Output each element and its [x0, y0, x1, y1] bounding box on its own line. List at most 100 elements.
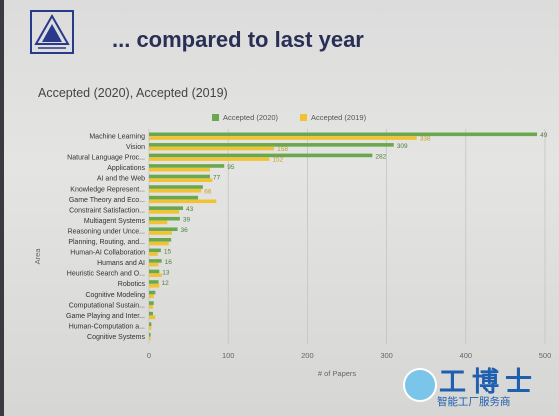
- data-label-2020: 95: [227, 164, 235, 171]
- bar-2019: [149, 315, 156, 320]
- bar-2020: [149, 206, 184, 210]
- bar-2019: [149, 167, 210, 172]
- data-label-2019: 66: [204, 188, 212, 195]
- category-label: Applications: [107, 165, 145, 172]
- legend-label-2019: Accepted (2019): [311, 113, 367, 122]
- bar-2019: [149, 283, 160, 288]
- bar-2019: [149, 220, 168, 225]
- category-label: Vision: [126, 144, 145, 151]
- bar-2020: [149, 322, 152, 326]
- category-label: Human-Computation a...: [69, 323, 145, 330]
- data-label-2020: 49: [540, 132, 548, 139]
- data-label-2020: 77: [213, 174, 221, 181]
- bar-2019: [149, 231, 172, 235]
- category-label: AI and the Web: [97, 176, 145, 183]
- bar-2020: [149, 185, 203, 189]
- slide-title: ... compared to last year: [112, 27, 364, 52]
- bar-2019: [149, 199, 217, 204]
- category-label: Computational Sustain...: [69, 302, 145, 309]
- data-label-2020: 15: [164, 248, 172, 255]
- bar-2019: [149, 136, 417, 140]
- watermark-subtext: 智能工厂服务商: [437, 396, 511, 408]
- bar-2020: [149, 216, 180, 221]
- category-label: Heuristic Search and O...: [67, 271, 145, 278]
- bar-2019: [149, 262, 159, 267]
- category-label: Machine Learning: [89, 134, 145, 141]
- bar-2019: [149, 178, 213, 182]
- x-tick-label: 300: [380, 351, 393, 360]
- category-label: Robotics: [118, 281, 146, 288]
- data-label-2020: 39: [183, 217, 191, 224]
- bar-2020: [149, 195, 199, 200]
- bar-2020: [149, 311, 153, 316]
- data-label-2020: 43: [186, 206, 194, 213]
- category-label: Cognitive Modeling: [85, 292, 145, 299]
- bar-2019: [149, 305, 153, 309]
- bar-2020: [149, 227, 178, 232]
- y-axis-label: Area: [33, 248, 42, 265]
- bar-2020: [149, 280, 159, 284]
- legend-item-2020: Accepted (2020): [212, 113, 278, 122]
- bar-2020: [149, 238, 172, 242]
- association-logo-icon: [30, 10, 74, 54]
- x-tick-label: 500: [539, 351, 552, 360]
- bar-2020: [149, 301, 154, 305]
- robot-mascot-icon: [403, 368, 437, 402]
- data-label-2020: 309: [397, 143, 408, 150]
- bar-2020: [149, 132, 538, 137]
- bar-2019: [149, 336, 151, 341]
- bar-2019: [149, 188, 202, 193]
- bar-2020: [149, 248, 161, 253]
- bar-2019: [149, 273, 162, 277]
- slide: ... compared to last year Accepted (2020…: [4, 0, 559, 416]
- bar-2020: [149, 164, 225, 168]
- x-tick-label: 0: [147, 351, 151, 360]
- category-label: Constraint Satisfaction...: [69, 207, 145, 214]
- bar-2019: [149, 157, 270, 161]
- bar-2020: [149, 290, 156, 295]
- x-tick-label: 400: [460, 351, 473, 360]
- bar-2019: [149, 210, 180, 214]
- category-label: Multiagent Systems: [84, 218, 146, 225]
- data-label-2019: 152: [272, 157, 283, 164]
- data-label-2019: 338: [420, 136, 431, 143]
- bar-2019: [149, 146, 275, 151]
- legend-item-2019: Accepted (2019): [300, 113, 366, 122]
- bar-2020: [149, 153, 373, 158]
- bar-2019: [149, 241, 169, 246]
- x-axis-label: # of Papers: [318, 369, 357, 378]
- data-label-2020: 282: [375, 153, 386, 160]
- category-label: Humans and AI: [97, 260, 145, 267]
- category-label: Game Playing and Inter...: [66, 313, 145, 320]
- bar-2020: [149, 143, 394, 147]
- category-label: Natural Language Proc...: [67, 155, 145, 162]
- data-label-2020: 36: [181, 227, 189, 234]
- bar-2019: [149, 252, 158, 256]
- category-label: Planning, Routing, and...: [68, 239, 145, 246]
- bar-2020: [149, 259, 162, 263]
- data-label-2020: 13: [162, 269, 170, 276]
- chart-legend: Accepted (2020) Accepted (2019): [212, 113, 366, 122]
- bar-2020: [149, 269, 160, 274]
- x-tick-label: 200: [301, 351, 314, 360]
- category-label: Human-AI Collaboration: [70, 250, 145, 257]
- category-label: Reasoning under Unce...: [68, 228, 145, 235]
- legend-label-2020: Accepted (2020): [223, 113, 279, 122]
- bar-2019: [149, 294, 154, 299]
- watermark-text: 工博士: [439, 367, 538, 398]
- bar-2020: [149, 174, 210, 179]
- data-label-2020: 12: [162, 280, 170, 287]
- legend-swatch-2019: [300, 114, 308, 121]
- chart-subtitle: Accepted (2020), Accepted (2019): [38, 86, 228, 100]
- legend-swatch-2020: [212, 114, 219, 121]
- category-label: Knowledge Represent...: [70, 186, 145, 193]
- data-label-2020: 16: [165, 259, 173, 266]
- bar-2019: [149, 326, 152, 330]
- data-label-2019: 158: [277, 146, 288, 153]
- bar-2020: [149, 332, 151, 337]
- category-label: Game Theory and Eco...: [69, 197, 145, 204]
- x-tick-label: 100: [222, 351, 235, 360]
- watermark: 工博士 智能工厂服务商: [401, 362, 551, 410]
- category-label: Cognitive Systems: [87, 334, 145, 341]
